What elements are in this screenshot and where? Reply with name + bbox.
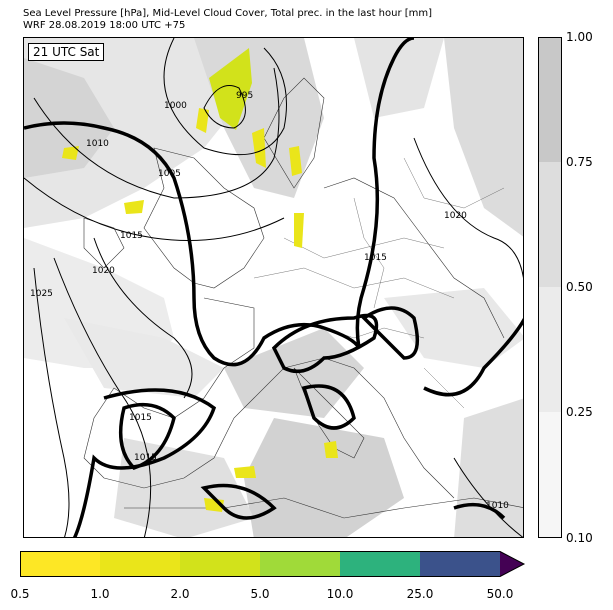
cloud-band-3 bbox=[538, 287, 562, 412]
weather-map: 1000 995 1010 1005 1015 1020 1025 1015 1… bbox=[23, 37, 524, 538]
isobar-label: 1010 bbox=[486, 501, 509, 511]
map-title-line-2: WRF 28.08.2019 18:00 UTC +75 bbox=[23, 20, 186, 31]
precip-tick: 2.0 bbox=[170, 587, 190, 601]
precip-tick: 50.0 bbox=[486, 587, 514, 601]
precip-band-6 bbox=[420, 551, 500, 577]
precip-tick: 0.5 bbox=[10, 587, 30, 601]
isobar-label: 1015 bbox=[129, 413, 152, 423]
precipitation-colorbar bbox=[20, 551, 526, 577]
precip-tick: 5.0 bbox=[250, 587, 270, 601]
isobar-label: 995 bbox=[236, 91, 253, 101]
cloud-band-1 bbox=[538, 37, 562, 162]
isobar-label: 1005 bbox=[158, 169, 181, 179]
precip-band-2 bbox=[100, 551, 180, 577]
isobar-label: 1020 bbox=[444, 211, 467, 221]
cloud-tick: 0.75 bbox=[566, 155, 593, 169]
isobar-label: 1015 bbox=[134, 453, 157, 463]
isobar-label: 1020 bbox=[92, 266, 115, 276]
map-graphic: 1000 995 1010 1005 1015 1020 1025 1015 1… bbox=[24, 38, 523, 537]
cloud-tick: 0.50 bbox=[566, 280, 593, 294]
cloud-tick: 0.25 bbox=[566, 405, 593, 419]
precip-extend-arrow bbox=[500, 551, 524, 577]
precip-band-1 bbox=[20, 551, 100, 577]
isobar-label: 1025 bbox=[30, 289, 53, 299]
cloud-band-4 bbox=[538, 412, 562, 538]
precip-tick: 25.0 bbox=[406, 587, 434, 601]
forecast-time-label: 21 UTC Sat bbox=[28, 43, 105, 61]
cloud-band-2 bbox=[538, 162, 562, 287]
precip-tick: 1.0 bbox=[90, 587, 110, 601]
precip-band-4 bbox=[260, 551, 340, 577]
isobar-label: 1010 bbox=[86, 139, 109, 149]
isobars-thin bbox=[24, 38, 523, 537]
isobar-label: 1015 bbox=[364, 253, 387, 263]
map-title-line-1: Sea Level Pressure [hPa], Mid-Level Clou… bbox=[23, 8, 433, 19]
precip-band-5 bbox=[340, 551, 420, 577]
isobar-label: 1000 bbox=[164, 101, 187, 111]
precip-tick: 10.0 bbox=[326, 587, 354, 601]
cloud-tick: 1.00 bbox=[566, 30, 593, 44]
cloud-tick: 0.10 bbox=[566, 531, 593, 545]
precipitation-layer bbox=[62, 48, 338, 512]
isobar-labels: 1000 995 1010 1005 1015 1020 1025 1015 1… bbox=[30, 91, 509, 511]
isobar-label: 1015 bbox=[120, 231, 143, 241]
precip-band-3 bbox=[180, 551, 260, 577]
isobars-thick bbox=[24, 38, 523, 537]
cloud-cover-colorbar bbox=[538, 37, 562, 538]
